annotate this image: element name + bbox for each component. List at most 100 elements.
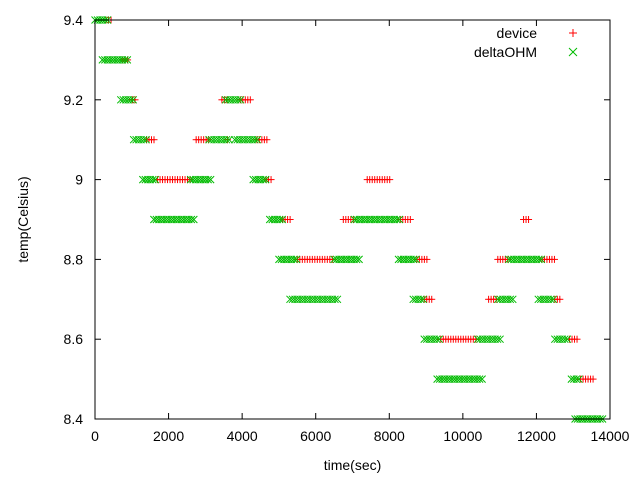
legend-label-device: device [497, 25, 538, 41]
device-run [413, 255, 431, 263]
deltaohm-run [330, 255, 363, 264]
deltaohm-point [331, 295, 339, 304]
deltaohm-point [546, 295, 555, 304]
x-tick-label: 8000 [374, 428, 405, 444]
legend-plus-glyph [569, 29, 577, 37]
deltaohm-run [567, 375, 583, 383]
deltaohm-point [148, 175, 157, 184]
deltaohm-run [221, 95, 245, 104]
deltaohm-point [121, 56, 129, 64]
deltaohm-point [392, 215, 401, 224]
device-run [293, 255, 336, 263]
deltaohm-run [534, 295, 558, 304]
deltaohm-run [230, 135, 262, 144]
deltaohm-point [292, 255, 301, 264]
deltaohm-run [150, 215, 198, 224]
device-point [525, 216, 533, 223]
y-axis-title: temp(Celsius) [15, 176, 31, 262]
y-tick-label: 8.8 [64, 251, 84, 267]
device-run [437, 335, 480, 343]
deltaohm-point [190, 215, 198, 224]
deltaohm-point [234, 95, 242, 104]
deltaohm-point [275, 215, 284, 224]
deltaohm-point [204, 175, 212, 184]
deltaohm-point [395, 215, 404, 224]
deltaohm-run [550, 335, 572, 344]
device-point [589, 375, 597, 383]
device-point [423, 255, 431, 263]
deltaohm-point [432, 335, 441, 344]
device-run [143, 136, 158, 144]
series-device [102, 16, 597, 383]
deltaohm-run [116, 95, 138, 104]
device-point [150, 136, 158, 144]
deltaohm-point [253, 135, 262, 144]
deltaohm-point [290, 255, 298, 264]
y-tick-label: 9.4 [64, 12, 84, 28]
deltaohm-point [416, 295, 425, 304]
deltaohm-point [222, 135, 231, 144]
x-tick-label: 10000 [443, 428, 482, 444]
deltaohm-point [549, 295, 558, 304]
x-tick-label: 6000 [300, 428, 331, 444]
deltaohm-point [409, 255, 418, 264]
legend-label-deltaohm: deltaOHM [474, 44, 537, 60]
deltaohm-run [186, 175, 215, 184]
deltaohm-point [478, 375, 486, 383]
deltaohm-point [506, 295, 515, 304]
device-run [538, 255, 558, 263]
deltaohm-point [496, 335, 504, 344]
deltaohm-point [123, 56, 132, 64]
axis-tick-labels: 0 2000 4000 6000 8000 10000 12000 14000 8.4 8.6 8.… [64, 12, 630, 444]
device-run [420, 295, 436, 303]
deltaohm-point [129, 95, 138, 104]
deltaohm-point [575, 375, 583, 383]
deltaohm-point [435, 335, 444, 344]
deltaohm-point [508, 295, 517, 304]
y-tick-label: 8.4 [64, 411, 84, 427]
deltaohm-run [275, 255, 301, 264]
device-run [223, 136, 231, 144]
deltaohm-run [249, 175, 270, 184]
plot-frame [94, 19, 611, 420]
deltaohm-run [350, 215, 404, 224]
deltaohm-point [563, 335, 572, 344]
device-point [246, 96, 254, 104]
x-axis-title: time(sec) [324, 457, 382, 473]
legend-marker-deltaohm [568, 47, 578, 57]
device-run [577, 375, 597, 383]
deltaohm-point [572, 375, 581, 383]
device-run [218, 96, 231, 104]
device-point [573, 335, 581, 343]
device-point [428, 295, 436, 303]
deltaohm-run [394, 255, 420, 264]
deltaohm-run [420, 335, 444, 344]
device-point [556, 295, 564, 303]
x-tick-label: 4000 [227, 428, 258, 444]
deltaohm-run [473, 335, 504, 344]
deltaohm-run [433, 375, 486, 383]
series-deltaohm [91, 16, 607, 423]
deltaohm-run [138, 175, 160, 184]
deltaohm-point [493, 335, 502, 344]
deltaohm-point [537, 255, 546, 264]
device-point [550, 255, 558, 263]
deltaohm-point [534, 255, 543, 264]
deltaohm-point [139, 135, 148, 144]
deltaohm-point [352, 255, 361, 264]
device-point [406, 216, 414, 223]
deltaohm-point [355, 255, 363, 264]
x-tick-label: 14000 [591, 428, 630, 444]
deltaohm-point [412, 255, 420, 264]
device-point [386, 176, 394, 184]
device-run [566, 335, 581, 343]
deltaohm-point [151, 175, 160, 184]
deltaohm-point [475, 375, 484, 383]
y-tick-label: 9 [75, 172, 83, 188]
deltaohm-point [419, 295, 428, 304]
deltaohm-run [98, 56, 132, 64]
device-point [223, 96, 231, 104]
device-run [339, 216, 357, 223]
device-point [504, 255, 512, 263]
